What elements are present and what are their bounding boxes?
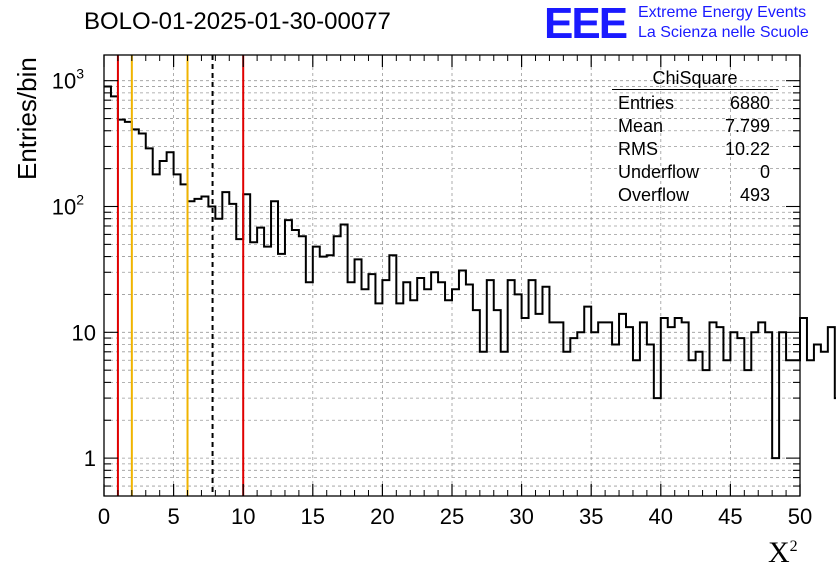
x-tick-label: 35 [579, 504, 603, 529]
y-tick-label: 1 [84, 446, 96, 471]
stats-box: ChiSquare Entries 6880 Mean 7.799 RMS 10.22… [612, 67, 778, 207]
stats-row-rms: RMS 10.22 [612, 138, 778, 161]
y-tick-label: 103 [52, 66, 84, 94]
histogram-bars [104, 85, 836, 460]
stats-title: ChiSquare [612, 67, 778, 90]
x-tick-label: 15 [301, 504, 325, 529]
stats-value: 0 [759, 162, 770, 182]
x-tick-label: 50 [788, 504, 812, 529]
eee-logo: EEE Extreme Energy Events La Scienza nel… [544, 2, 834, 46]
histogram-step-line [104, 85, 836, 460]
logo-line1: Extreme Energy Events [638, 4, 807, 21]
logo-mark: EEE [544, 0, 628, 48]
y-tick-label: 102 [52, 191, 84, 219]
x-tick-label: 10 [231, 504, 255, 529]
x-tick-label: 40 [649, 504, 673, 529]
x-tick-label: 25 [440, 504, 464, 529]
stats-label: Entries [618, 93, 675, 113]
x-tick-label: 5 [167, 504, 179, 529]
stats-label: Overflow [618, 185, 690, 205]
stats-value: 6880 [729, 93, 770, 113]
stats-row-entries: Entries 6880 [612, 92, 778, 115]
reference-lines [116, 55, 245, 496]
x-tick-label: 20 [370, 504, 394, 529]
stats-value: 493 [739, 185, 770, 205]
stats-label: RMS [618, 139, 658, 159]
chart-title: BOLO-01-2025-01-30-00077 [84, 8, 391, 35]
x-tick-label: 0 [98, 504, 110, 529]
stats-value: 7.799 [724, 116, 770, 136]
x-axis-label: X2 [768, 536, 798, 569]
x-tick-label: 45 [718, 504, 742, 529]
stats-label: Underflow [618, 162, 700, 182]
grid-layer [104, 55, 800, 496]
stats-value: 10.22 [724, 139, 770, 159]
logo-line2: La Scienza nelle Scuole [638, 24, 809, 41]
axes: 0 5 10 15 20 25 30 35 40 45 50 1 10 102 103 [52, 55, 812, 529]
y-tick-label: 10 [72, 320, 96, 345]
stats-row-overflow: Overflow 493 [612, 184, 778, 207]
y-axis-label: Entries/bin [12, 57, 42, 180]
stats-row-mean: Mean 7.799 [612, 115, 778, 138]
stats-label: Mean [618, 116, 664, 136]
x-tick-label: 30 [509, 504, 533, 529]
stats-row-underflow: Underflow 0 [612, 161, 778, 184]
